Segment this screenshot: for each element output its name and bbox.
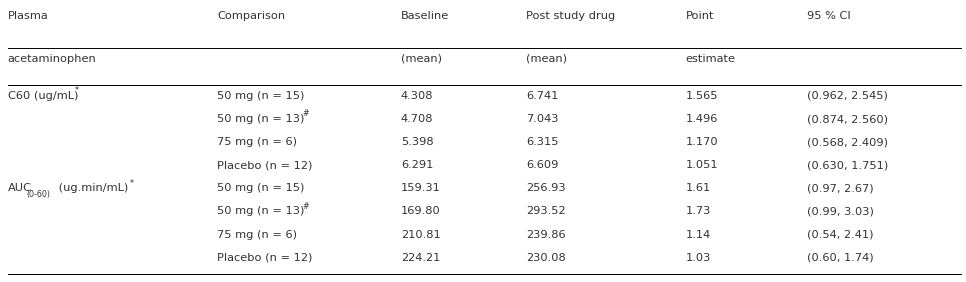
Text: (0.60, 1.74): (0.60, 1.74) [807,253,873,263]
Text: (0.568, 2.409): (0.568, 2.409) [807,137,888,147]
Text: (mean): (mean) [401,54,441,63]
Text: 50 mg (n = 13): 50 mg (n = 13) [217,114,304,124]
Text: 75 mg (n = 6): 75 mg (n = 6) [217,137,298,147]
Text: Placebo (n = 12): Placebo (n = 12) [217,253,313,263]
Text: Comparison: Comparison [217,11,286,21]
Text: (mean): (mean) [526,54,567,63]
Text: 293.52: 293.52 [526,206,566,217]
Text: 50 mg (n = 13): 50 mg (n = 13) [217,206,304,217]
Text: estimate: estimate [686,54,736,63]
Text: (0-60): (0-60) [26,190,50,199]
Text: AUC: AUC [8,183,32,193]
Text: 1.03: 1.03 [686,253,711,263]
Text: Post study drug: Post study drug [526,11,615,21]
Text: (0.874, 2.560): (0.874, 2.560) [807,114,888,124]
Text: 1.565: 1.565 [686,91,719,101]
Text: 95 % CI: 95 % CI [807,11,850,21]
Text: acetaminophen: acetaminophen [8,54,97,63]
Text: 159.31: 159.31 [401,183,440,193]
Text: 6.609: 6.609 [526,160,559,170]
Text: (0.99, 3.03): (0.99, 3.03) [807,206,873,217]
Text: #: # [302,202,309,211]
Text: (0.54, 2.41): (0.54, 2.41) [807,230,873,240]
Text: 50 mg (n = 15): 50 mg (n = 15) [217,183,304,193]
Text: 169.80: 169.80 [401,206,440,217]
Text: 230.08: 230.08 [526,253,566,263]
Text: 4.308: 4.308 [401,91,434,101]
Text: 1.051: 1.051 [686,160,719,170]
Text: 224.21: 224.21 [401,253,440,263]
Text: Baseline: Baseline [401,11,449,21]
Text: (0.962, 2.545): (0.962, 2.545) [807,91,888,101]
Text: 6.315: 6.315 [526,137,559,147]
Text: Plasma: Plasma [8,11,48,21]
Text: 1.14: 1.14 [686,230,711,240]
Text: Placebo (n = 12): Placebo (n = 12) [217,160,313,170]
Text: 7.043: 7.043 [526,114,559,124]
Text: Point: Point [686,11,715,21]
Text: 1.61: 1.61 [686,183,711,193]
Text: 210.81: 210.81 [401,230,440,240]
Text: C60 (ug/mL): C60 (ug/mL) [8,91,78,101]
Text: 75 mg (n = 6): 75 mg (n = 6) [217,230,298,240]
Text: 5.398: 5.398 [401,137,434,147]
Text: 1.170: 1.170 [686,137,719,147]
Text: 1.496: 1.496 [686,114,719,124]
Text: (ug.min/mL): (ug.min/mL) [55,183,128,193]
Text: *: * [74,86,78,95]
Text: 6.291: 6.291 [401,160,434,170]
Text: 1.73: 1.73 [686,206,711,217]
Text: 256.93: 256.93 [526,183,566,193]
Text: 4.708: 4.708 [401,114,434,124]
Text: (0.630, 1.751): (0.630, 1.751) [807,160,888,170]
Text: *: * [130,179,134,188]
Text: 6.741: 6.741 [526,91,559,101]
Text: #: # [302,109,309,118]
Text: (0.97, 2.67): (0.97, 2.67) [807,183,873,193]
Text: 50 mg (n = 15): 50 mg (n = 15) [217,91,304,101]
Text: 239.86: 239.86 [526,230,566,240]
